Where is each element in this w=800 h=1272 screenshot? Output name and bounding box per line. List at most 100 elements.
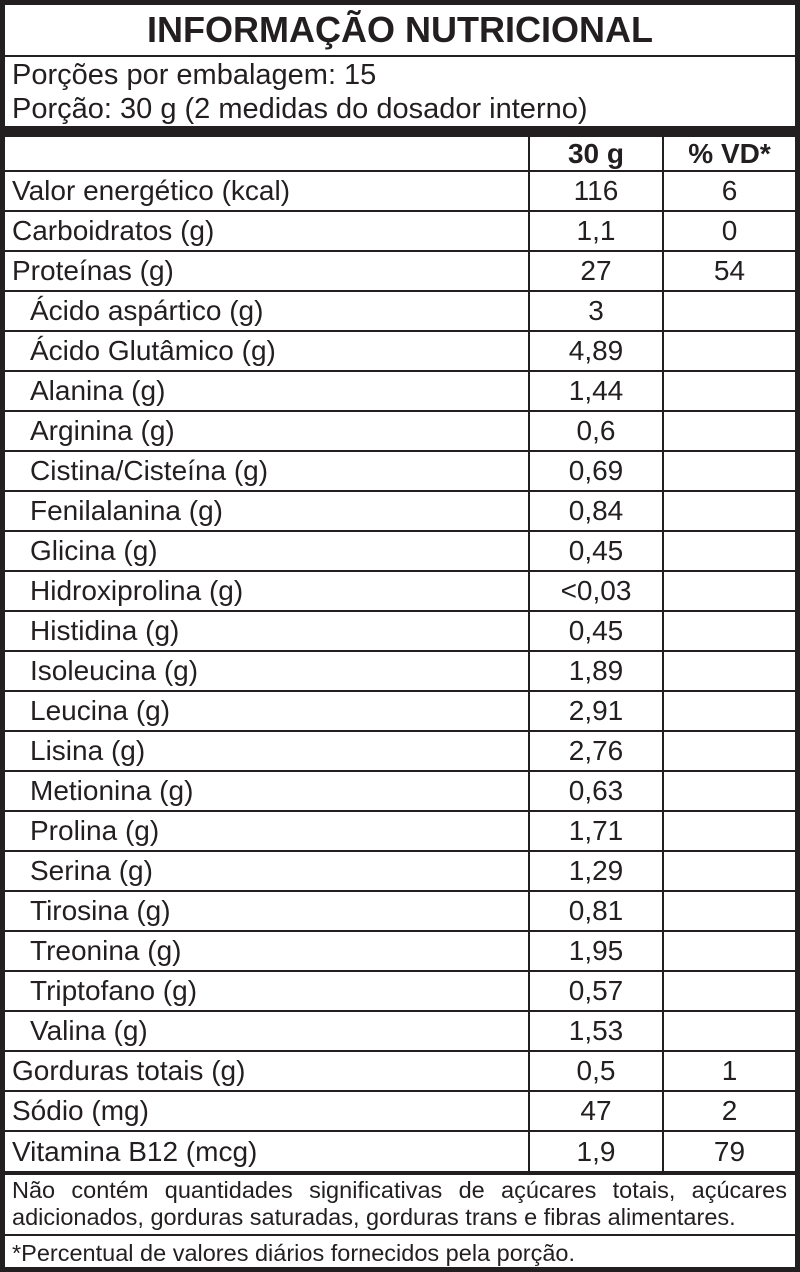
table-row: Sódio (mg) 47 2: [5, 1090, 795, 1131]
portion-size: Porção: 30 g (2 medidas do dosador inter…: [12, 93, 588, 125]
table-row: Alanina (g) 1,44: [5, 370, 795, 411]
nutrient-label: Glicina (g): [5, 530, 529, 571]
nutrient-amount: 1,29: [528, 850, 663, 891]
nutrient-label: Sódio (mg): [5, 1090, 529, 1131]
nutrient-vd: [662, 770, 795, 811]
nutrient-amount: 4,89: [528, 330, 663, 371]
nutrient-label: Metionina (g): [5, 770, 529, 811]
nutrient-vd: [662, 850, 795, 891]
nutrient-vd: 2: [662, 1090, 795, 1131]
page-title: INFORMAÇÃO NUTRICIONAL: [5, 5, 795, 57]
nutrient-vd: 6: [662, 170, 795, 211]
nutrient-vd: [662, 930, 795, 971]
table-row: Isoleucina (g) 1,89: [5, 650, 795, 691]
nutrient-label: Tirosina (g): [5, 890, 529, 931]
nutrient-label: Treonina (g): [5, 930, 529, 971]
table-row: Vitamina B12 (mcg) 1,9 79: [5, 1130, 795, 1171]
table-row: Lisina (g) 2,76: [5, 730, 795, 771]
table-row: Triptofano (g) 0,57: [5, 970, 795, 1011]
nutrient-amount: 2,91: [528, 690, 663, 731]
nutrient-label: Gorduras totais (g): [5, 1050, 529, 1091]
nutrient-amount: 0,84: [528, 490, 663, 531]
nutrient-label: Carboidratos (g): [5, 210, 529, 251]
nutrient-vd: 0: [662, 210, 795, 251]
nutrient-amount: 1,1: [528, 210, 663, 251]
nutrient-label: Lisina (g): [5, 730, 529, 771]
nutrient-amount: 1,53: [528, 1010, 663, 1051]
nutrient-amount: 1,44: [528, 370, 663, 411]
table-row: Cistina/Cisteína (g) 0,69: [5, 450, 795, 491]
nutrient-label: Valor energético (kcal): [5, 170, 529, 211]
nutrient-amount: 0,63: [528, 770, 663, 811]
table-header-row: 30 g % VD*: [5, 137, 795, 171]
column-header-nutrient: [5, 137, 529, 171]
nutrient-vd: [662, 330, 795, 371]
table-row: Proteínas (g) 27 54: [5, 250, 795, 291]
table-row: Carboidratos (g) 1,1 0: [5, 210, 795, 251]
nutrient-vd: [662, 410, 795, 451]
nutrient-amount: 0,81: [528, 890, 663, 931]
table-row: Arginina (g) 0,6: [5, 410, 795, 451]
nutrient-amount: 27: [528, 250, 663, 291]
nutrient-label: Vitamina B12 (mcg): [5, 1130, 529, 1171]
nutrient-vd: [662, 370, 795, 411]
nutrient-amount: 1,89: [528, 650, 663, 691]
nutrient-amount: 1,9: [528, 1130, 663, 1171]
nutrient-vd: [662, 290, 795, 331]
nutrient-label: Alanina (g): [5, 370, 529, 411]
nutrient-label: Hidroxiprolina (g): [5, 570, 529, 611]
nutrient-amount: 2,76: [528, 730, 663, 771]
nutrient-label: Valina (g): [5, 1010, 529, 1051]
column-header-amount: 30 g: [528, 137, 663, 171]
table-row: Ácido Glutâmico (g) 4,89: [5, 330, 795, 371]
nutrient-vd: [662, 530, 795, 571]
nutrient-amount: 0,57: [528, 970, 663, 1011]
table-row: Valina (g) 1,53: [5, 1010, 795, 1051]
nutrient-label: Leucina (g): [5, 690, 529, 731]
nutrient-label: Ácido aspártico (g): [5, 290, 529, 331]
nutrient-vd: [662, 570, 795, 611]
table-row: Hidroxiprolina (g) <0,03: [5, 570, 795, 611]
nutrient-amount: 0,6: [528, 410, 663, 451]
nutrient-vd: [662, 450, 795, 491]
table-row: Glicina (g) 0,45: [5, 530, 795, 571]
table-row: Prolina (g) 1,71: [5, 810, 795, 851]
nutrient-amount: <0,03: [528, 570, 663, 611]
nutrient-vd: [662, 490, 795, 531]
table-row: Serina (g) 1,29: [5, 850, 795, 891]
nutrient-amount: 0,69: [528, 450, 663, 491]
nutrient-amount: 0,5: [528, 1050, 663, 1091]
nutrient-vd: [662, 810, 795, 851]
table-row: Fenilalanina (g) 0,84: [5, 490, 795, 531]
nutrient-label: Triptofano (g): [5, 970, 529, 1011]
nutrient-label: Isoleucina (g): [5, 650, 529, 691]
no-significant-amounts-note: Não contém quantidades significativas de…: [5, 1171, 795, 1234]
divider-bar: [5, 126, 795, 137]
nutrient-vd: [662, 890, 795, 931]
nutrient-vd: [662, 690, 795, 731]
nutrient-label: Cistina/Cisteína (g): [5, 450, 529, 491]
nutrient-label: Prolina (g): [5, 810, 529, 851]
serving-info: Porções por embalagem: 15 Porção: 30 g (…: [5, 57, 795, 126]
nutrient-vd: 54: [662, 250, 795, 291]
nutrient-label: Fenilalanina (g): [5, 490, 529, 531]
nutrient-amount: 116: [528, 170, 663, 211]
nutrient-vd: [662, 1010, 795, 1051]
table-row: Ácido aspártico (g) 3: [5, 290, 795, 331]
table-row: Gorduras totais (g) 0,5 1: [5, 1050, 795, 1091]
nutrient-label: Ácido Glutâmico (g): [5, 330, 529, 371]
table-row: Valor energético (kcal) 116 6: [5, 170, 795, 211]
nutrient-amount: 1,95: [528, 930, 663, 971]
nutrient-amount: 0,45: [528, 610, 663, 651]
table-row: Leucina (g) 2,91: [5, 690, 795, 731]
servings-per-package: Porções por embalagem: 15: [12, 59, 377, 91]
table-row: Metionina (g) 0,63: [5, 770, 795, 811]
nutrient-label: Arginina (g): [5, 410, 529, 451]
nutrient-vd: [662, 970, 795, 1011]
table-row: Tirosina (g) 0,81: [5, 890, 795, 931]
nutrient-amount: 3: [528, 290, 663, 331]
nutrient-vd: [662, 730, 795, 771]
nutrition-table: 30 g % VD* Valor energético (kcal) 116 6…: [5, 137, 795, 1171]
nutrient-label: Histidina (g): [5, 610, 529, 651]
